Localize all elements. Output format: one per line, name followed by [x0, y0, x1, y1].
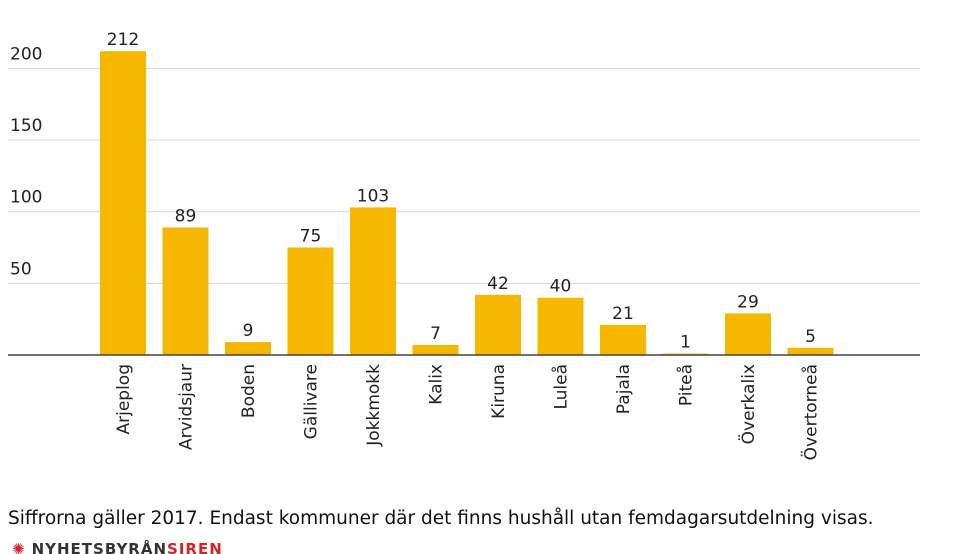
category-label-kiruna: Kiruna — [489, 364, 509, 419]
bar-övertorneå — [787, 347, 834, 355]
category-label-pajala: Pajala — [614, 364, 634, 414]
brand-name-part2: SIREN — [167, 540, 223, 554]
category-label-arvidsjaur: Arvidsjaur — [177, 364, 197, 450]
data-label-boden: 9 — [243, 321, 254, 341]
y-tick-label-100: 100 — [10, 188, 42, 208]
data-label-övertorneå: 5 — [805, 327, 816, 347]
bar-kiruna — [475, 294, 521, 355]
category-label-jokkmokk: Jokkmokk — [364, 364, 384, 447]
siren-icon: ✺ — [12, 540, 26, 554]
data-label-arvidsjaur: 89 — [175, 206, 197, 226]
category-label-övertorneå: Övertorneå — [800, 364, 822, 460]
bar-luleå — [537, 297, 584, 355]
category-label-luleå: Luleå — [551, 364, 572, 410]
data-label-kalix: 7 — [430, 324, 441, 344]
bar-jokkmokk — [350, 207, 396, 355]
y-tick-label-200: 200 — [10, 44, 42, 64]
y-tick-label-50: 50 — [10, 259, 32, 279]
data-label-gällivare: 75 — [300, 227, 322, 247]
chart-canvas: 50 100 150 200 212 Arjeplog 89 Arvidsjaur 9 Boden… — [8, 30, 920, 460]
bar-överkalix — [725, 313, 771, 355]
bar-pajala — [600, 324, 646, 355]
category-label-piteå: Piteå — [676, 364, 697, 406]
data-label-kiruna: 42 — [487, 274, 509, 294]
bar-kalix — [412, 344, 459, 355]
data-label-luleå: 40 — [550, 277, 572, 297]
bar-arvidsjaur — [162, 227, 209, 355]
data-label-pajala: 21 — [612, 304, 634, 324]
data-label-piteå: 1 — [680, 333, 691, 353]
category-label-överkalix: Överkalix — [737, 364, 759, 444]
category-label-boden: Boden — [239, 364, 259, 418]
y-tick-label-150: 150 — [10, 116, 42, 136]
data-label-jokkmokk: 103 — [357, 186, 389, 206]
bar-gällivare — [287, 247, 334, 355]
data-label-arjeplog: 212 — [107, 30, 139, 50]
data-label-överkalix: 29 — [737, 292, 759, 312]
brand-logo: ✺ NYHETSBYRÅNSIREN — [12, 540, 223, 554]
bar-chart: 50 100 150 200 212 Arjeplog 89 Arvidsjaur 9 Boden… — [8, 30, 920, 460]
chart-footnote: Siffrorna gäller 2017. Endast kommuner d… — [8, 508, 874, 529]
brand-name-part1: NYHETSBYRÅN — [31, 540, 168, 554]
category-label-gällivare: Gällivare — [302, 364, 322, 439]
category-label-arjeplog: Arjeplog — [114, 364, 134, 435]
category-label-kalix: Kalix — [427, 364, 447, 405]
bar-arjeplog — [100, 51, 146, 355]
bar-boden — [225, 342, 271, 355]
